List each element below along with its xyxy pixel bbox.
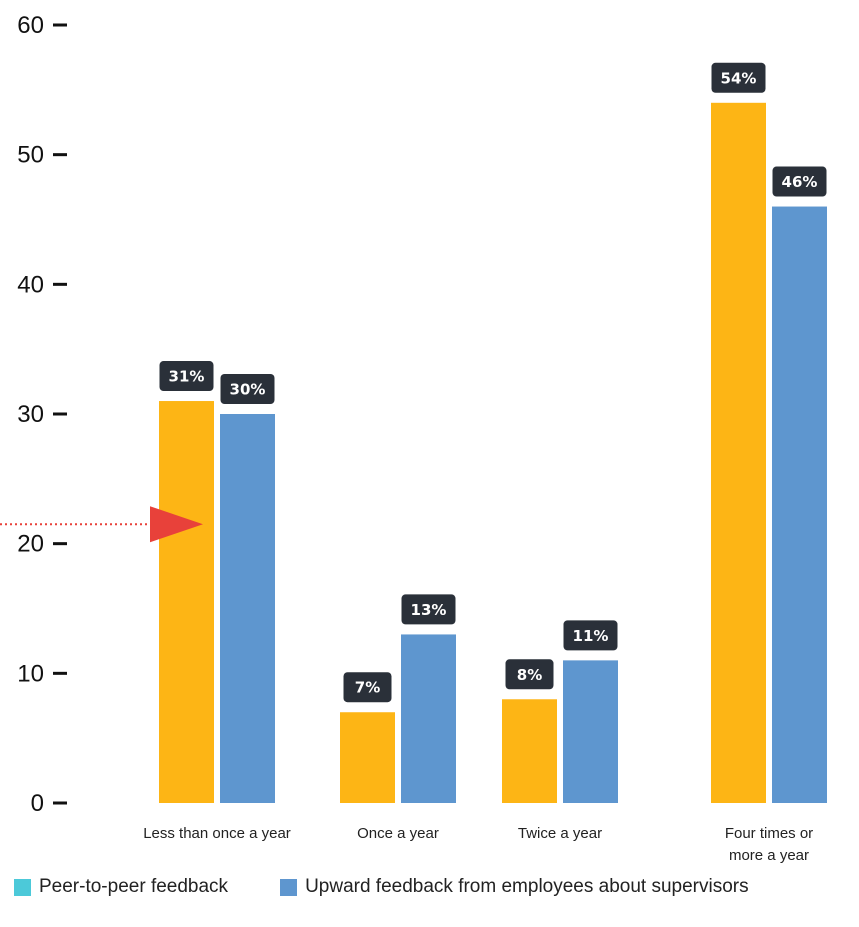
y-tick-mark	[53, 23, 67, 27]
data-label: 11%	[573, 627, 609, 645]
legend-item-peer: Peer-to-peer feedback	[14, 876, 228, 898]
y-tick-label: 10	[17, 660, 44, 687]
y-tick-label: 0	[31, 790, 44, 817]
data-label: 54%	[721, 69, 757, 87]
data-label: 7%	[355, 679, 380, 697]
y-tick-mark	[53, 671, 67, 675]
x-category-label: Twice a year	[518, 825, 602, 842]
x-category-label: more a year	[729, 847, 809, 864]
data-label: 13%	[411, 601, 447, 619]
data-label: 46%	[782, 173, 818, 191]
legend-item-upward: Upward feedback from employees about sup…	[280, 876, 749, 898]
y-tick-label: 20	[17, 531, 44, 558]
y-tick-label: 50	[17, 142, 44, 169]
annotation-arrow-head	[150, 506, 203, 543]
y-tick-mark	[53, 542, 67, 546]
data-label-box	[343, 672, 392, 703]
legend-swatch-peer	[14, 878, 31, 896]
data-label-box	[159, 361, 214, 392]
bar-peer	[340, 712, 395, 803]
x-category-label: Once a year	[357, 825, 439, 842]
bar-upward	[563, 660, 618, 803]
y-tick-label: 30	[17, 401, 44, 428]
legend-label-upward: Upward feedback from employees about sup…	[305, 876, 749, 897]
bar-upward	[772, 206, 827, 804]
data-label-box	[563, 620, 618, 651]
y-tick-label: 40	[17, 271, 44, 298]
chart: 0 10 20 30 40 50 60 31% 7% 8% 54% 30% 13% 11% 46% Less …	[0, 12, 827, 864]
data-label-box	[505, 659, 554, 690]
x-category-label: Four times or	[725, 825, 813, 842]
legend-label-peer: Peer-to-peer feedback	[39, 876, 229, 897]
bar-upward	[220, 414, 275, 803]
data-label: 30%	[230, 381, 266, 399]
bar-peer	[502, 699, 557, 803]
y-tick-mark	[53, 153, 67, 157]
legend: Peer-to-peer feedback Upward feedback fr…	[14, 876, 801, 898]
bar-upward	[401, 634, 456, 803]
legend-swatch-upward	[280, 878, 298, 896]
data-label-box	[711, 62, 766, 93]
data-label-box	[220, 374, 275, 404]
y-tick-mark	[53, 412, 67, 416]
y-tick-mark	[53, 282, 67, 286]
data-label: 31%	[169, 368, 205, 386]
data-label-box	[772, 166, 827, 197]
data-label: 8%	[517, 666, 542, 684]
bar-peer	[711, 102, 766, 804]
y-tick-label: 60	[17, 12, 44, 39]
bar-peer	[159, 401, 214, 803]
data-label-box	[401, 594, 456, 625]
y-tick-mark	[53, 801, 67, 805]
x-category-label: Less than once a year	[143, 825, 291, 842]
